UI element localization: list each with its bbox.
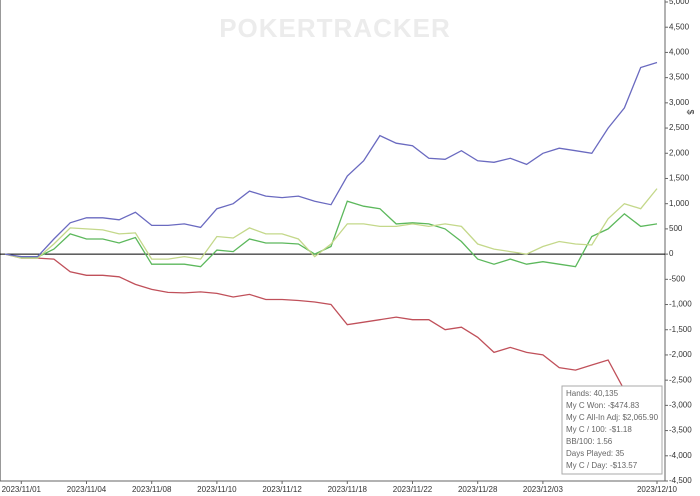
x-tick-label: 2023/11/08 (132, 485, 172, 494)
y-tick-label: 3,000 (669, 98, 690, 107)
x-tick-label: 2023/11/18 (328, 485, 368, 494)
series-line (4, 253, 658, 417)
y-tick-label: 5,000 (669, 0, 690, 6)
y-tick-label: -1,500 (669, 325, 692, 334)
y-tick-label: -3,000 (669, 400, 692, 409)
x-tick-label: 2023/11/28 (458, 485, 498, 494)
x-tick-label: 2023/11/01 (2, 485, 42, 494)
info-text: My C / 100: -$1.18 (566, 425, 632, 434)
y-tick-label: 1,000 (669, 199, 690, 208)
x-tick-label: 2023/12/10 (637, 485, 678, 494)
y-tick-label: 0 (669, 249, 674, 258)
info-text: My C All-In Adj: $2,065.90 (566, 413, 659, 422)
watermark: POKERTRACKER (219, 13, 451, 43)
series-line (4, 188, 658, 260)
y-tick-label: 500 (669, 224, 683, 233)
y-tick-label: -2,500 (669, 375, 692, 384)
info-text: My C Won: -$474.83 (566, 401, 640, 410)
y-tick-label: 2,500 (669, 123, 690, 132)
y-tick-label: 3,500 (669, 73, 690, 82)
y-tick-label: 4,500 (669, 22, 690, 31)
y-axis-label: $ (686, 109, 696, 114)
y-tick-label: -4,000 (669, 451, 692, 460)
series-line (4, 200, 658, 268)
y-tick-label: -3,500 (669, 426, 692, 435)
x-tick-label: 2023/12/03 (523, 485, 564, 494)
y-tick-label: 4,000 (669, 48, 690, 57)
info-text: Days Played: 35 (566, 449, 625, 458)
y-tick-label: 2,000 (669, 148, 690, 157)
info-text: Hands: 40,135 (566, 389, 619, 398)
y-tick-label: -500 (669, 274, 686, 283)
info-box (561, 385, 663, 475)
x-tick-label: 2023/11/10 (197, 485, 237, 494)
x-tick-label: 2023/11/12 (262, 485, 302, 494)
series-line (4, 61, 658, 258)
y-tick-label: -2,000 (669, 350, 692, 359)
y-tick-label: -4,500 (669, 476, 692, 485)
x-tick-label: 2023/11/22 (393, 485, 433, 494)
y-tick-label: -1,000 (669, 300, 692, 309)
info-text: BB/100: 1.56 (566, 437, 613, 446)
info-text: My C / Day: -$13.57 (566, 461, 638, 470)
y-tick-label: 1,500 (669, 174, 690, 183)
x-tick-label: 2023/11/04 (67, 485, 107, 494)
